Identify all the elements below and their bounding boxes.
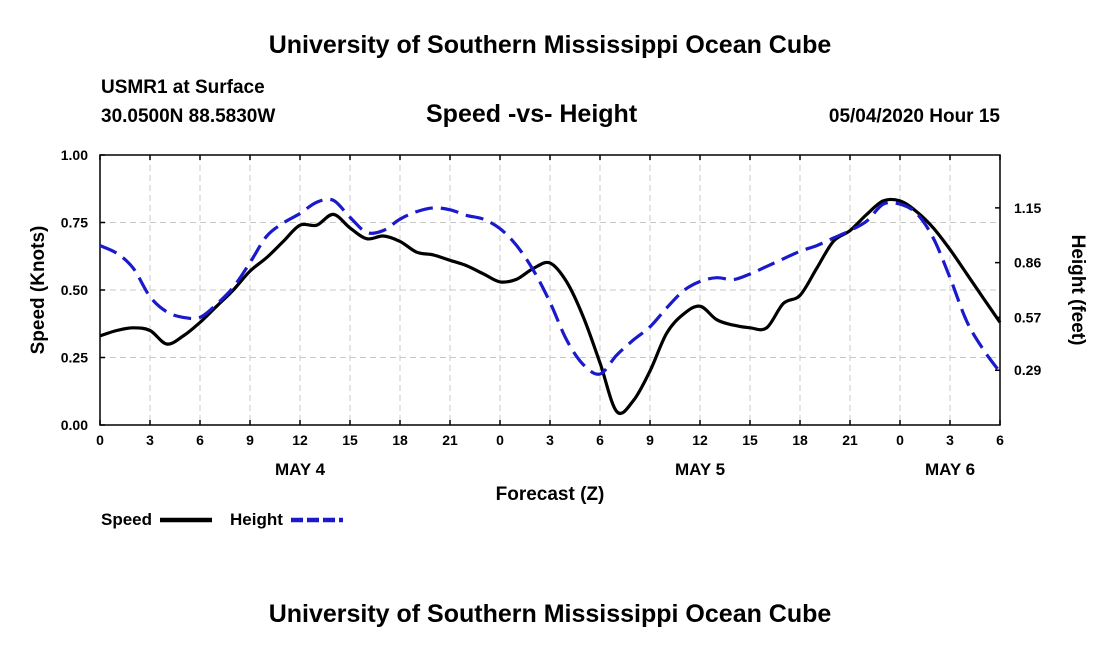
x-tick-label: 0 <box>96 432 104 448</box>
day-label: MAY 5 <box>675 460 725 479</box>
y-tick-label: 0.00 <box>61 417 88 433</box>
x-tick-label: 21 <box>842 432 858 448</box>
x-tick-label: 18 <box>792 432 808 448</box>
page-title: University of Southern Mississippi Ocean… <box>268 31 832 59</box>
y-tick-label: 0.50 <box>61 282 88 298</box>
legend-label-speed: Speed <box>101 510 152 529</box>
y2-tick-label: 0.29 <box>1014 362 1041 378</box>
day-label: MAY 4 <box>275 460 326 479</box>
x-tick-label: 21 <box>442 432 458 448</box>
y-tick-label: 0.75 <box>61 215 88 231</box>
x-tick-label: 3 <box>546 432 554 448</box>
y2-tick-label: 0.57 <box>1014 309 1041 325</box>
station-label: USMR1 at Surface <box>101 77 265 98</box>
x-tick-label: 3 <box>946 432 954 448</box>
x-tick-label: 6 <box>996 432 1004 448</box>
x-tick-label: 6 <box>596 432 604 448</box>
x-tick-label: 6 <box>196 432 204 448</box>
day-label: MAY 6 <box>925 460 975 479</box>
y2-axis-title: Height (feet) <box>1067 235 1088 346</box>
footer-title: University of Southern Mississippi Ocean… <box>268 600 832 628</box>
station-coords: 30.0500N 88.5830W <box>101 106 276 127</box>
y-tick-label: 0.25 <box>61 350 88 366</box>
x-tick-label: 3 <box>146 432 154 448</box>
x-tick-label: 12 <box>692 432 708 448</box>
x-tick-label: 9 <box>246 432 254 448</box>
y-tick-label: 1.00 <box>61 147 88 163</box>
x-tick-label: 12 <box>292 432 308 448</box>
forecast-timestamp: 05/04/2020 Hour 15 <box>828 106 1000 127</box>
y2-tick-label: 1.15 <box>1014 200 1041 216</box>
y-axis-title: Speed (Knots) <box>28 226 49 355</box>
x-tick-label: 15 <box>742 432 758 448</box>
x-tick-label: 0 <box>896 432 904 448</box>
x-tick-label: 15 <box>342 432 358 448</box>
x-tick-label: 0 <box>496 432 504 448</box>
x-tick-label: 18 <box>392 432 408 448</box>
chart-title: Speed -vs- Height <box>426 100 638 128</box>
y2-tick-label: 0.86 <box>1014 255 1041 271</box>
x-tick-label: 9 <box>646 432 654 448</box>
x-axis-title: Forecast (Z) <box>496 484 605 505</box>
legend-label-height: Height <box>230 510 283 529</box>
series-line-speed <box>99 197 1002 415</box>
